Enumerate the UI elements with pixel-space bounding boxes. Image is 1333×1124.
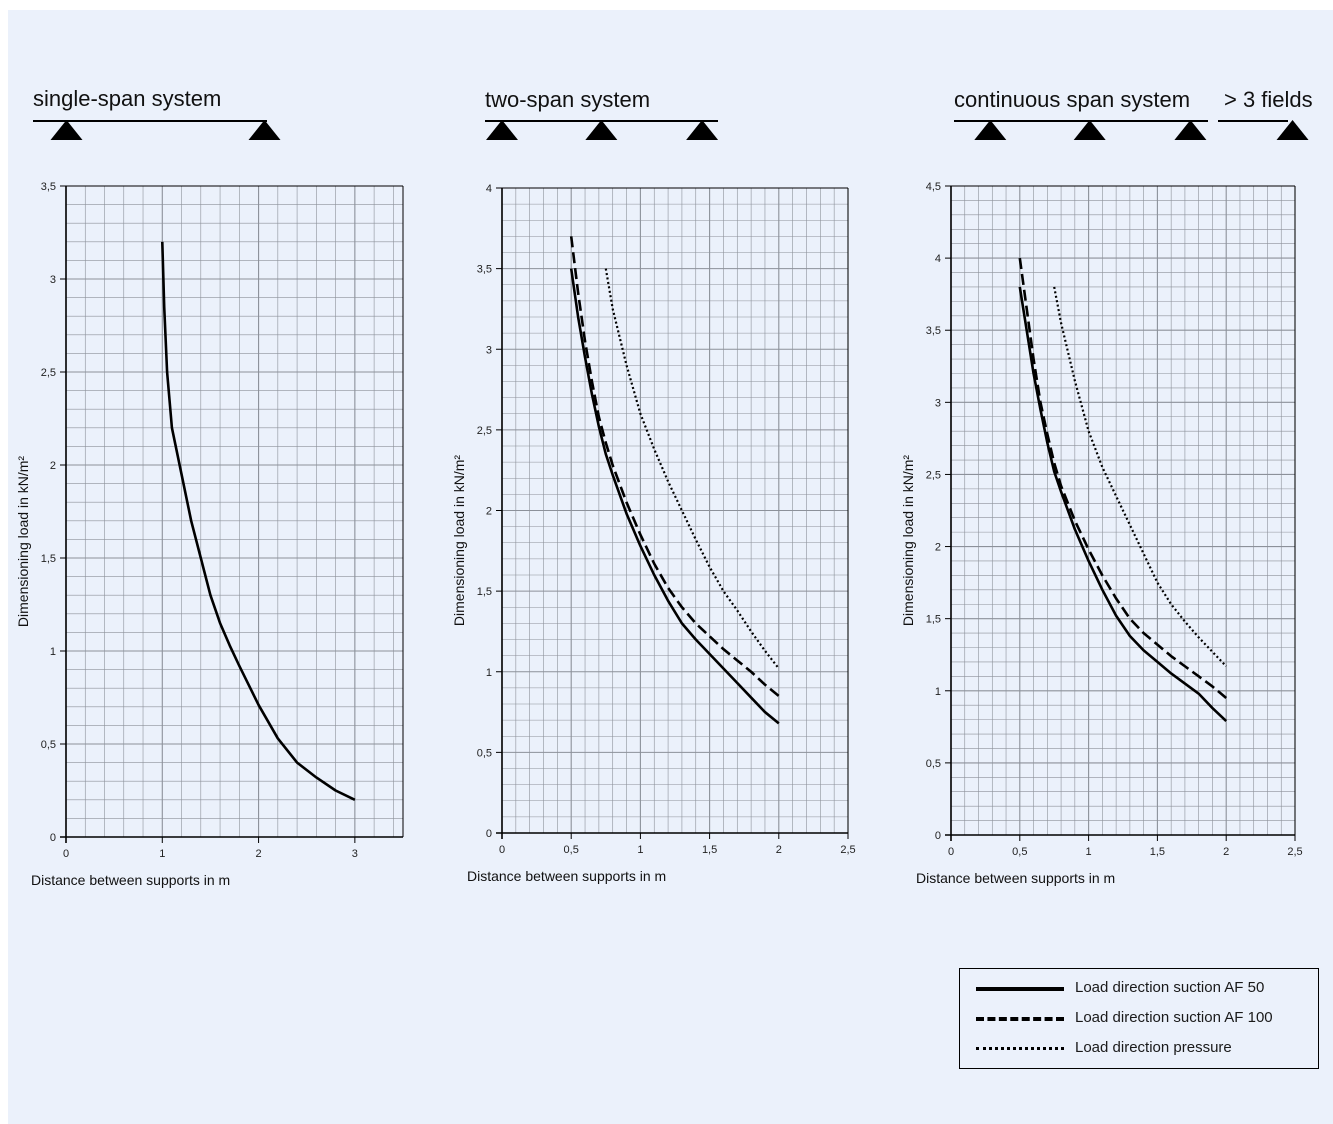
series-line-solid	[160, 241, 356, 801]
y-tick-label: 1,5	[477, 586, 492, 598]
y-axis-label: Dimensioning load in kN/m²	[451, 455, 467, 627]
support-triangle	[686, 120, 719, 140]
x-axis-label: Distance between supports in m	[467, 868, 666, 884]
y-tick-label: 1	[935, 686, 941, 698]
series-line-dashed	[569, 236, 780, 697]
y-axis-label: Dimensioning load in kN/m²	[900, 455, 916, 627]
y-tick-label: 0,5	[477, 747, 492, 759]
support-triangle	[585, 120, 618, 140]
charts-canvas: single-span system 0 1 2 3 0 0,5 1 1,5 2 2,5 3 3,5 Di…	[15, 86, 1313, 888]
x-tick-label: 2	[1223, 846, 1229, 858]
support-triangle	[1276, 120, 1309, 140]
legend-label: Load direction pressure	[1075, 1039, 1232, 1056]
legend-item-pressure: Load direction pressure	[960, 1038, 1320, 1058]
series-line-dashed	[1018, 257, 1228, 699]
y-tick-label: 1	[486, 667, 492, 679]
series-line-solid	[569, 268, 780, 725]
chart-2: two-span system 0 0,5 1 1,5 2 2,5 0 0,5 1 1,5 2 2,5 3…	[451, 87, 856, 884]
y-tick-label: 3	[50, 274, 56, 286]
support-triangle	[1174, 120, 1207, 140]
x-tick-label: 0,5	[1012, 846, 1027, 858]
x-tick-label: 1,5	[702, 844, 717, 856]
y-tick-label: 1,5	[41, 553, 56, 565]
y-tick-label: 0	[935, 830, 941, 842]
x-tick-label: 1,5	[1150, 846, 1165, 858]
chart-title: single-span system	[33, 86, 221, 111]
y-tick-label: 0,5	[926, 758, 941, 770]
chart-3: continuous span system > 3 fields 0 0,5 1 1,5…	[900, 87, 1313, 886]
support-triangle	[974, 120, 1007, 140]
y-tick-label: 2	[50, 460, 56, 472]
chart-title-suffix: > 3 fields	[1224, 87, 1313, 112]
x-tick-label: 2,5	[840, 844, 855, 856]
y-tick-label: 4	[935, 253, 941, 265]
y-tick-label: 3,5	[477, 264, 492, 276]
legend-dashed-line	[976, 1017, 1064, 1021]
y-tick-label: 3,5	[41, 181, 56, 193]
support-triangle	[486, 120, 518, 140]
legend: Load direction suction AF 50 Load direct…	[959, 968, 1319, 1069]
y-tick-label: 1	[50, 646, 56, 658]
x-tick-label: 2,5	[1287, 846, 1302, 858]
x-tick-label: 2	[256, 848, 262, 860]
chart-title: continuous span system	[954, 87, 1190, 112]
x-tick-label: 0	[63, 848, 69, 860]
x-tick-label: 2	[776, 844, 782, 856]
x-tick-label: 3	[352, 848, 358, 860]
series-line-dotted	[604, 268, 780, 670]
y-tick-label: 0	[50, 832, 56, 844]
series-line-solid	[1018, 286, 1228, 723]
y-tick-label: 0	[486, 828, 492, 840]
legend-label: Load direction suction AF 50	[1075, 979, 1265, 996]
y-tick-label: 2,5	[926, 469, 941, 481]
legend-item-suction-af50: Load direction suction AF 50	[960, 978, 1320, 998]
legend-label: Load direction suction AF 100	[1075, 1009, 1273, 1026]
y-tick-label: 4	[486, 183, 492, 195]
x-axis-label: Distance between supports in m	[31, 872, 230, 888]
legend-solid-line	[976, 987, 1064, 991]
y-tick-label: 0,5	[41, 739, 56, 751]
x-tick-label: 1	[637, 844, 643, 856]
y-tick-label: 1,5	[926, 614, 941, 626]
x-tick-label: 1	[1086, 846, 1092, 858]
figure-background: single-span system 0 1 2 3 0 0,5 1 1,5 2 2,5 3 3,5 Di…	[8, 10, 1333, 1124]
series-line-dotted	[1053, 286, 1227, 668]
y-tick-label: 2,5	[477, 425, 492, 437]
y-tick-label: 3	[486, 344, 492, 356]
x-tick-label: 0	[948, 846, 954, 858]
y-tick-label: 3	[935, 397, 941, 409]
x-tick-label: 0,5	[564, 844, 579, 856]
x-tick-label: 0	[499, 844, 505, 856]
legend-dotted-line	[976, 1047, 1064, 1050]
support-triangle	[1073, 120, 1106, 140]
support-triangle	[248, 120, 281, 140]
y-axis-label: Dimensioning load in kN/m²	[15, 456, 31, 628]
x-axis-label: Distance between supports in m	[916, 870, 1115, 886]
legend-item-suction-af100: Load direction suction AF 100	[960, 1008, 1320, 1028]
x-tick-label: 1	[159, 848, 165, 860]
support-triangle	[50, 120, 83, 140]
chart-1: single-span system 0 1 2 3 0 0,5 1 1,5 2 2,5 3 3,5 Di…	[15, 86, 404, 888]
y-tick-label: 2	[935, 542, 941, 554]
chart-title: two-span system	[485, 87, 650, 112]
y-tick-label: 4,5	[926, 181, 941, 193]
y-tick-label: 3,5	[926, 325, 941, 337]
y-tick-label: 2	[486, 506, 492, 518]
y-tick-label: 2,5	[41, 367, 56, 379]
